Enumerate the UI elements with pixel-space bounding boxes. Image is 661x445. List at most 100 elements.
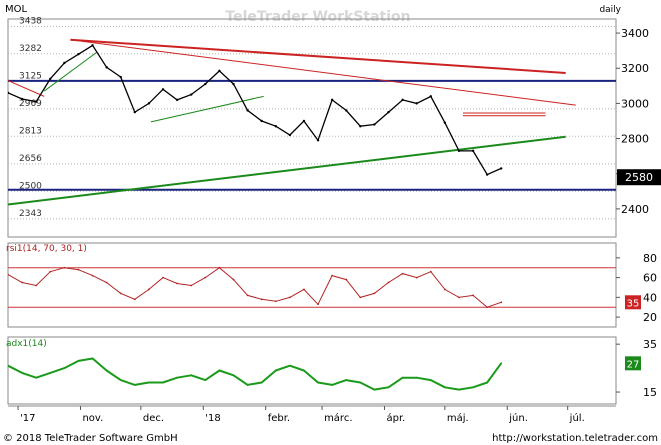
rsi-point: [274, 300, 277, 303]
price-point: [345, 109, 348, 112]
price-point: [316, 139, 320, 142]
adx-point: [472, 386, 474, 389]
price-point: [161, 88, 165, 91]
adx-point: [91, 357, 94, 360]
x-tick-label: '18: [205, 413, 220, 424]
price-point: [190, 93, 193, 96]
rsi-point: [176, 282, 179, 285]
adx-point: [35, 376, 38, 379]
footer-copyright: © 2018 TeleTrader Software GmbH: [3, 433, 178, 444]
rsi-point: [8, 273, 9, 276]
rsi-right-axis: 20 40 60 80: [616, 252, 657, 324]
rsi-tick-60: 60: [643, 272, 657, 285]
adx-point: [345, 379, 348, 381]
price-left-level-labels: 3438 3282 3125 2969 2813 2656 2500 2343: [19, 16, 42, 219]
rsi-point: [303, 288, 305, 291]
adx-point: [331, 383, 334, 386]
x-tick-label: jún.: [508, 412, 528, 424]
rsi-point: [218, 266, 221, 269]
adx-badge: [625, 356, 641, 371]
price-point: [401, 98, 404, 102]
last-price-value: 2580: [625, 171, 653, 184]
rsi-point: [401, 272, 404, 275]
price-point: [288, 133, 292, 137]
rsi-point: [500, 301, 503, 304]
price-tick-3400: 3400: [621, 27, 649, 40]
rsi-point: [35, 284, 38, 287]
price-point: [415, 102, 418, 105]
rsi-point: [77, 268, 80, 271]
adx-point: [232, 374, 235, 377]
price-tick-2400: 2400: [621, 203, 649, 216]
rsi-point: [190, 284, 193, 287]
rsi-point: [119, 292, 122, 295]
rsi-point: [204, 276, 207, 279]
price-point: [20, 97, 24, 101]
adx-line: [8, 357, 503, 391]
price-level-label-3282: 3282: [19, 44, 42, 54]
adx-point: [373, 388, 376, 391]
price-point: [485, 173, 489, 176]
price-level-label-3438: 3438: [19, 16, 42, 26]
rsi-level-lines: [8, 267, 616, 308]
adx-point: [77, 360, 80, 362]
price-point: [457, 149, 461, 153]
x-tick-label: ápr.: [386, 412, 405, 424]
last-price-badge: [617, 169, 661, 186]
rsi-point: [63, 266, 66, 269]
rsi-tick-80: 80: [643, 252, 657, 265]
price-point: [218, 69, 221, 73]
price-level-label-2813: 2813: [19, 126, 42, 136]
adx-tick-15: 15: [643, 386, 657, 399]
price-point: [359, 125, 362, 128]
uptrend-short-1: [150, 95, 264, 123]
price-point: [105, 66, 108, 69]
rsi-point: [91, 274, 94, 277]
x-tick-label: júl.: [569, 412, 585, 424]
adx-point: [274, 369, 277, 372]
downtrend-main: [70, 38, 566, 74]
adx-point: [458, 388, 460, 391]
price-right-axis: 240026002800300032003400: [616, 27, 649, 216]
x-tick-label: márc.: [324, 412, 352, 424]
price-level-label-2500: 2500: [19, 181, 42, 191]
adx-badge-group: 27: [625, 356, 641, 371]
price-point: [204, 82, 207, 86]
adx-point: [288, 364, 291, 367]
interval-label: daily: [599, 5, 621, 15]
adx-point: [176, 376, 179, 379]
rsi-point: [415, 276, 418, 279]
rsi-badge: [625, 295, 641, 310]
price-point: [500, 167, 503, 170]
rsi-point: [458, 296, 460, 299]
downtrend-fan: [70, 39, 576, 106]
price-point: [147, 102, 151, 105]
rsi-point: [133, 298, 136, 301]
rsi-badge-group: 35: [625, 295, 641, 310]
adx-point: [429, 379, 432, 381]
rsi-point: [317, 303, 319, 306]
rsi-point: [345, 278, 348, 281]
rsi-point: [331, 274, 334, 277]
price-point: [387, 110, 390, 114]
x-tick-label: nov.: [82, 413, 103, 424]
price-point: [77, 52, 80, 56]
adx-point: [317, 381, 319, 384]
rsi-point: [246, 294, 249, 297]
last-price-badge-group: 2580: [617, 169, 661, 186]
adx-title: adx1(14): [6, 339, 47, 349]
adx-point: [260, 381, 263, 384]
footer-url[interactable]: http://workstation.teletrader.com: [492, 433, 658, 444]
adx-point: [63, 367, 66, 370]
price-point: [49, 77, 52, 80]
price-level-label-2656: 2656: [19, 154, 42, 164]
adx-point: [133, 383, 136, 386]
price-line: [8, 44, 502, 176]
adx-point: [21, 371, 23, 374]
x-tick-label: dec.: [143, 413, 164, 424]
downtrend-early: [8, 80, 45, 97]
rsi-series-group: [8, 266, 503, 309]
price-point: [443, 121, 447, 124]
